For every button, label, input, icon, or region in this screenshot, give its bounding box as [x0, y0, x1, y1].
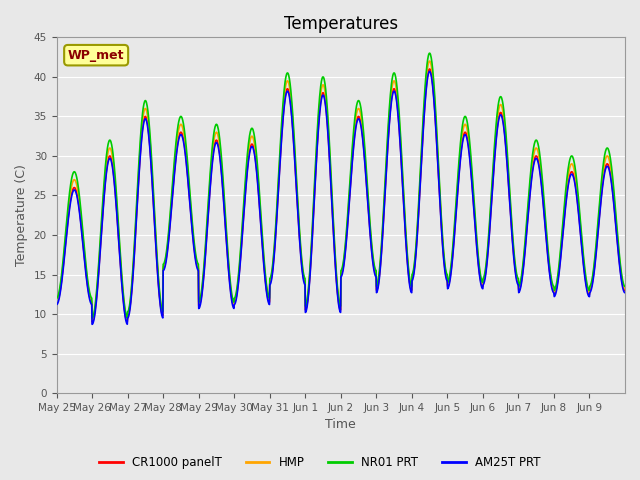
Legend: CR1000 panelT, HMP, NR01 PRT, AM25T PRT: CR1000 panelT, HMP, NR01 PRT, AM25T PRT	[95, 452, 545, 474]
Text: WP_met: WP_met	[68, 48, 124, 62]
X-axis label: Time: Time	[325, 419, 356, 432]
Y-axis label: Temperature (C): Temperature (C)	[15, 164, 28, 266]
Title: Temperatures: Temperatures	[284, 15, 398, 33]
